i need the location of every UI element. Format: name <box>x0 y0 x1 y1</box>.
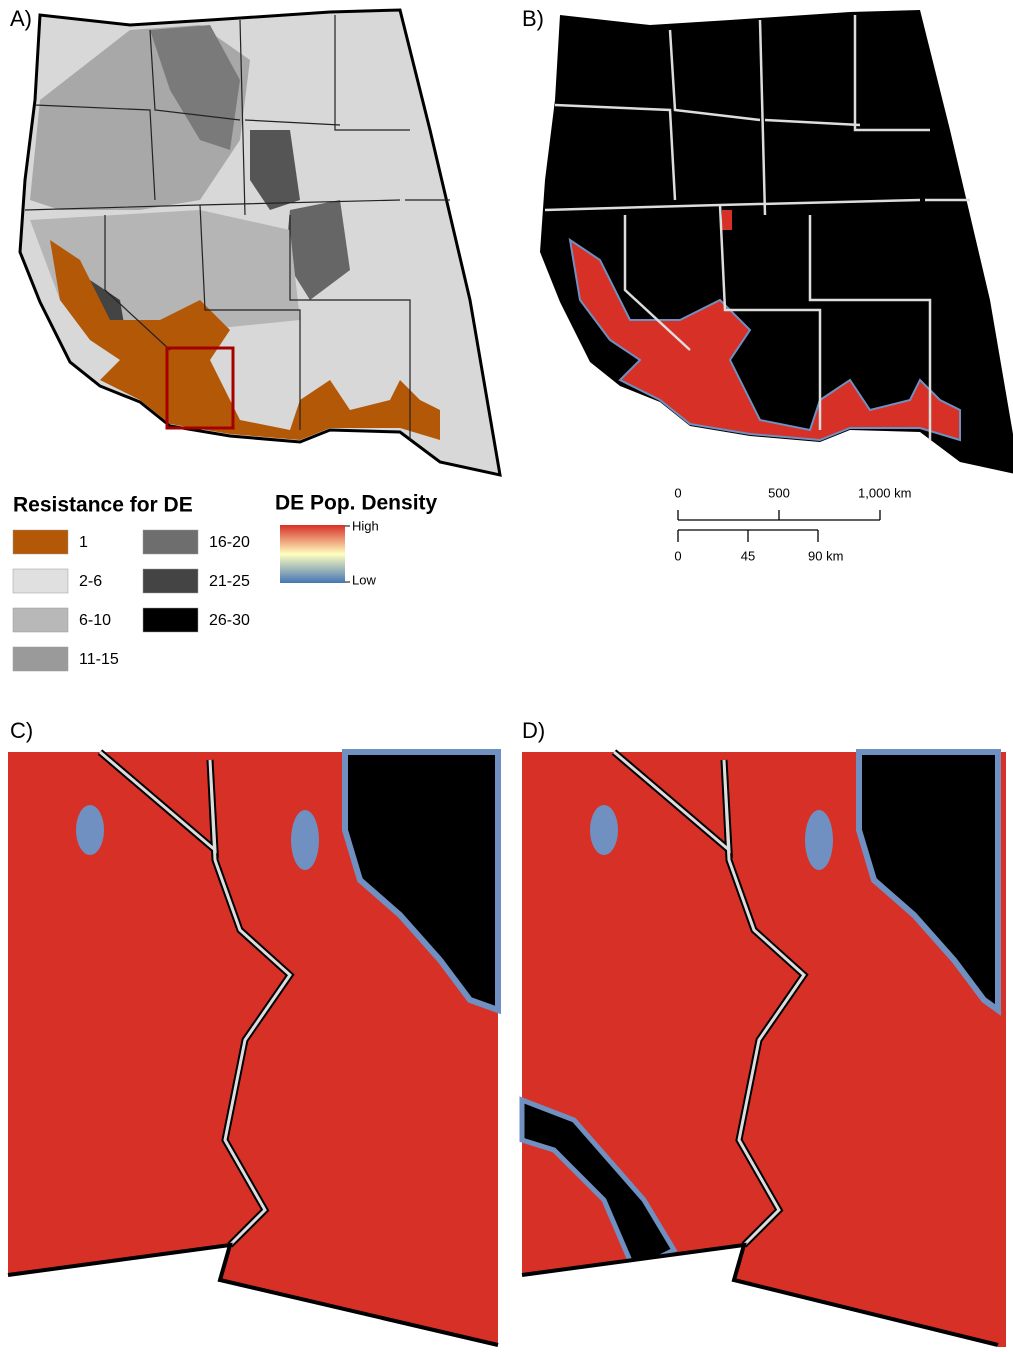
legend-high: High <box>352 518 379 533</box>
legend-swatch <box>13 569 68 593</box>
legend-label: 26-30 <box>209 612 250 629</box>
panel-label: D) <box>522 718 545 743</box>
map-c <box>8 752 498 1347</box>
scale-label: 45 <box>741 548 755 563</box>
legend-low: Low <box>352 572 376 587</box>
legend-swatch <box>143 608 198 632</box>
legend-label: 1 <box>79 534 88 551</box>
legend-swatch <box>13 647 68 671</box>
legend-label: 6-10 <box>79 612 111 629</box>
scale-label: 0 <box>674 548 681 563</box>
legend-title: Resistance for DE <box>13 494 193 517</box>
legend: 1 2-6 6-10 11-15 16-20 21-25 26-30 <box>13 530 250 671</box>
panel-label: C) <box>10 718 33 743</box>
legend-swatch <box>143 530 198 554</box>
map-b <box>540 10 1013 475</box>
legend-swatch <box>13 608 68 632</box>
scale-label: 0 <box>674 485 681 500</box>
scale-label: 1,000 km <box>858 485 911 500</box>
scale-bars <box>678 510 880 542</box>
figure: A) B) C) D) Resistance for DE 1 2-6 6-10 11… <box>0 0 1013 1347</box>
scale-label: 500 <box>768 485 790 500</box>
legend-label: 21-25 <box>209 573 250 590</box>
legend-label: 16-20 <box>209 534 250 551</box>
legend-swatch <box>143 569 198 593</box>
legend-swatch <box>13 530 68 554</box>
color-ramp <box>280 525 345 583</box>
map-a <box>20 10 500 475</box>
panel-label: A) <box>10 6 32 31</box>
legend-label: 11-15 <box>79 651 119 668</box>
legend-label: 2-6 <box>79 573 102 590</box>
legend-title: DE Pop. Density <box>275 492 438 515</box>
scale-label: 90 km <box>808 548 843 563</box>
panel-label: B) <box>522 6 544 31</box>
map-d <box>522 752 1006 1347</box>
